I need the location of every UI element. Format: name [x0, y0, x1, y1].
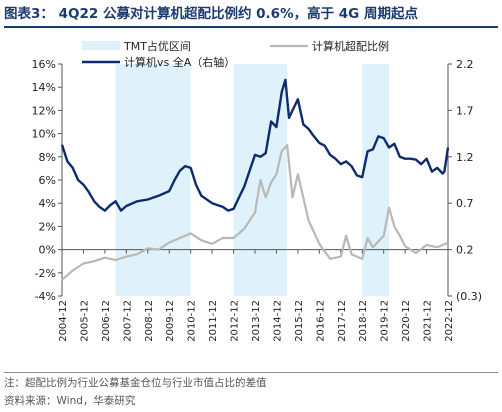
x-tick-label: 2017-12: [337, 300, 348, 342]
footnote: 注：超配比例为行业公募基金仓位与行业市值占比的差值: [4, 377, 267, 389]
left-tick-label: 0%: [39, 244, 56, 257]
x-tick-label: 2014-12: [272, 300, 283, 342]
right-tick-label: 0.2: [456, 244, 474, 257]
x-tick-label: 2007-12: [122, 300, 133, 342]
page-title: 图表3： 4Q22 公募对计算机超配比例约 0.6%，高于 4G 周期起点: [4, 6, 418, 22]
source-note: 资料来源：Wind，华泰研究: [4, 395, 136, 407]
legend-label-relative: 计算机vs 全A（右轴）: [124, 55, 235, 69]
title-divider: [4, 26, 498, 28]
x-tick-label: 2015-12: [294, 300, 305, 342]
x-tick-label: 2005-12: [79, 300, 90, 342]
legend-label-overweight: 计算机超配比例: [312, 39, 389, 53]
left-tick-label: -2%: [35, 267, 56, 280]
right-tick-label: 2.2: [456, 58, 474, 71]
right-tick-label: 0.7: [456, 197, 474, 210]
axes: 16% 14% 12% 10% 8% 6% 4% 2% 0% -2% -4% 2.2 1.7 1.2 0.7…: [32, 58, 483, 342]
left-tick-label: 4%: [39, 197, 56, 210]
x-tick-label: 2009-12: [165, 300, 176, 342]
x-tick-label: 2010-12: [187, 300, 198, 342]
series-lines: [60, 78, 450, 281]
x-tick-label: 2021-12: [423, 300, 434, 342]
x-tick-label: 2004-12: [58, 300, 69, 342]
tmt-band-0: [115, 64, 191, 296]
x-tick-label: 2012-12: [230, 300, 241, 342]
x-tick-label: 2022-12: [444, 300, 455, 342]
x-tick-label: 2011-12: [208, 300, 219, 342]
x-tick-label: 2020-12: [401, 300, 412, 342]
right-tick-label: 1.2: [456, 151, 474, 164]
x-tick-label: 2013-12: [251, 300, 262, 342]
x-tick-label: 2008-12: [144, 300, 155, 342]
left-tick-label: 12%: [32, 104, 56, 117]
footer-divider: [4, 372, 498, 373]
left-tick-label: 8%: [39, 151, 56, 164]
legend-label-tmt-band: TMT占优区间: [123, 39, 191, 53]
right-tick-label: 1.7: [456, 104, 474, 117]
left-tick-label: 6%: [39, 174, 56, 187]
right-tick-label: (0.3): [456, 290, 482, 303]
left-tick-label: -4%: [35, 290, 56, 303]
x-tick-label: 2019-12: [380, 300, 391, 342]
x-tick-label: 2018-12: [358, 300, 369, 342]
tmt-bands: [115, 64, 390, 296]
tmt-band-2: [362, 64, 390, 296]
x-tick-label: 2016-12: [315, 300, 326, 342]
chart-svg: 16% 14% 12% 10% 8% 6% 4% 2% 0% -2% -4% 2.2 1.7 1.2 0.7…: [32, 39, 483, 342]
x-tick-label: 2006-12: [101, 300, 112, 342]
relative-series-line: [60, 78, 450, 212]
overweight-series-line: [61, 144, 449, 281]
legend-swatch-tmt-band: [82, 41, 120, 50]
left-tick-label: 14%: [32, 81, 56, 94]
left-tick-label: 2%: [39, 220, 56, 233]
left-tick-label: 10%: [32, 128, 56, 141]
left-tick-label: 16%: [32, 58, 56, 71]
